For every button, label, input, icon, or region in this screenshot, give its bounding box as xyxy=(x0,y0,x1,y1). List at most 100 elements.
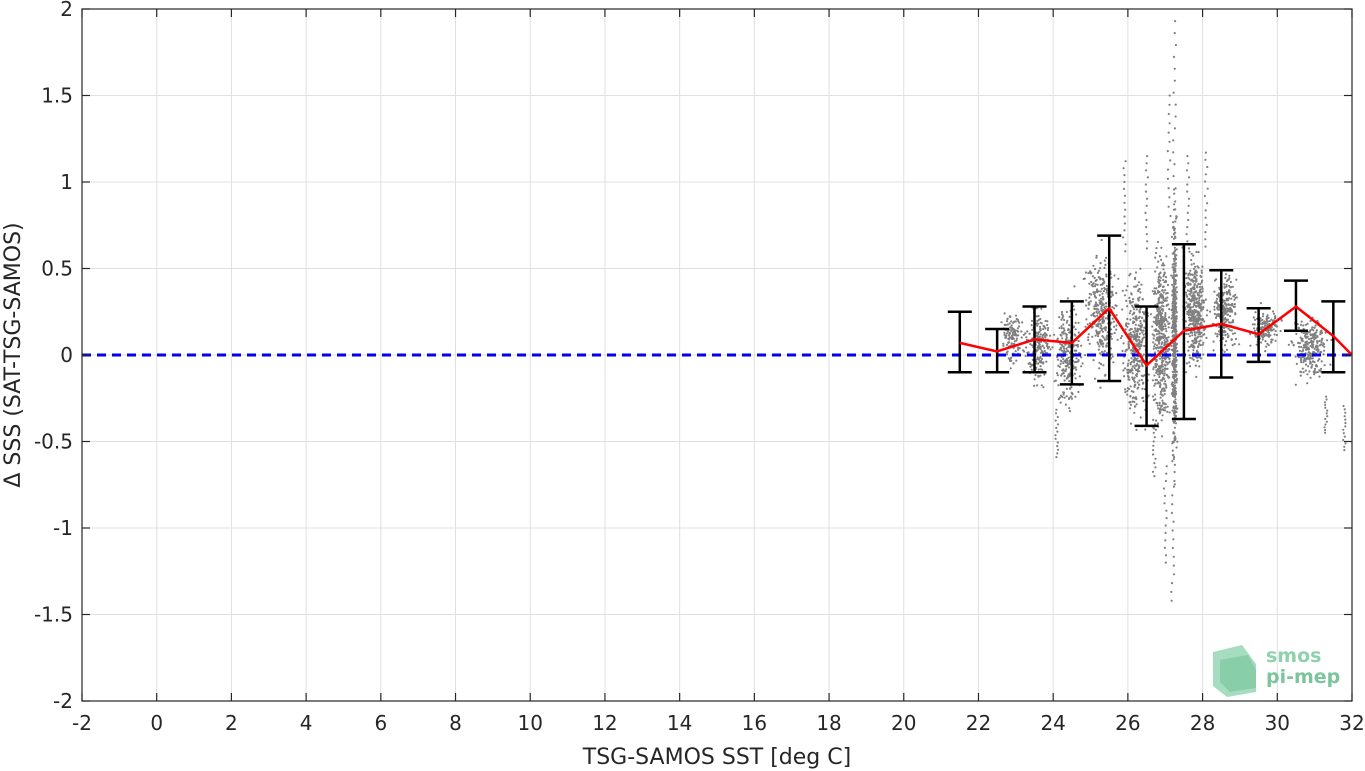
scatter-point xyxy=(1173,302,1176,305)
scatter-point xyxy=(1102,345,1105,348)
scatter-point xyxy=(1058,326,1061,330)
scatter-point xyxy=(1155,369,1158,372)
scatter-point xyxy=(1056,415,1059,419)
scatter-point xyxy=(1188,335,1191,338)
scatter-point xyxy=(1309,319,1312,323)
scatter-point xyxy=(1201,290,1204,293)
scatter-point xyxy=(1145,162,1148,165)
x-tick-label: 16 xyxy=(742,711,767,735)
scatter-point xyxy=(1123,294,1127,297)
scatter-point xyxy=(1217,313,1220,316)
scatter-point xyxy=(1168,94,1171,97)
scatter-point xyxy=(1062,351,1065,354)
scatter-point xyxy=(1189,331,1192,334)
scatter-point xyxy=(1298,349,1301,352)
scatter-point xyxy=(1164,367,1167,370)
scatter-point xyxy=(1075,360,1078,364)
scatter-point xyxy=(1232,321,1235,324)
scatter-point xyxy=(1172,350,1175,353)
scatter-point xyxy=(1165,292,1168,295)
scatter-point xyxy=(1160,332,1163,335)
scatter-point xyxy=(1113,331,1116,335)
scatter-point xyxy=(1223,283,1226,286)
scatter-point xyxy=(1172,237,1176,240)
scatter-point xyxy=(1080,344,1083,347)
scatter-point xyxy=(1066,364,1069,367)
scatter-point xyxy=(1124,388,1127,391)
scatter-point xyxy=(1173,229,1176,232)
scatter-point xyxy=(1226,336,1229,339)
scatter-point xyxy=(1159,411,1162,414)
scatter-point xyxy=(1342,438,1345,442)
scatter-point xyxy=(1054,412,1058,415)
scatter-point xyxy=(1202,299,1205,302)
scatter-point xyxy=(1072,325,1076,328)
scatter-point xyxy=(1187,332,1190,336)
scatter-point xyxy=(1161,325,1164,329)
scatter-point xyxy=(1216,335,1219,338)
scatter-point xyxy=(1068,396,1071,399)
scatter-point xyxy=(1154,251,1158,255)
scatter-point xyxy=(1134,271,1138,274)
scatter-point xyxy=(1127,362,1130,365)
scatter-point xyxy=(1161,363,1164,366)
scatter-point xyxy=(1229,293,1232,296)
scatter-point xyxy=(1186,289,1189,292)
scatter-point xyxy=(1224,334,1227,337)
scatter-point xyxy=(1173,463,1176,466)
scatter-point xyxy=(1307,365,1310,368)
scatter-point xyxy=(1216,294,1219,297)
scatter-point xyxy=(1044,336,1047,339)
scatter-point xyxy=(1191,334,1194,337)
scatter-point xyxy=(1212,349,1215,352)
scatter-point xyxy=(1161,361,1164,364)
scatter-point xyxy=(1077,331,1080,334)
scatter-point xyxy=(1313,335,1316,338)
scatter-point xyxy=(1323,345,1326,348)
scatter-point xyxy=(1122,167,1125,170)
scatter-point xyxy=(1174,398,1177,401)
scatter-point xyxy=(1133,285,1136,288)
scatter-point xyxy=(1132,361,1136,364)
scatter-point xyxy=(1209,310,1212,313)
scatter-point xyxy=(1153,287,1156,290)
scatter-point xyxy=(1206,165,1209,169)
scatter-point xyxy=(1095,307,1098,311)
scatter-point xyxy=(1172,347,1175,350)
scatter-point xyxy=(1171,226,1175,229)
scatter-point xyxy=(1137,324,1140,327)
scatter-point xyxy=(1133,366,1136,370)
scatter-point xyxy=(1174,330,1177,333)
scatter-point xyxy=(1172,55,1176,59)
scatter-point xyxy=(1056,430,1059,433)
x-tick-label: 32 xyxy=(1339,711,1364,735)
scatter-point xyxy=(1172,271,1175,274)
scatter-point xyxy=(1039,355,1042,358)
scatter-point xyxy=(1167,361,1170,364)
scatter-point xyxy=(1093,305,1096,308)
scatter-point xyxy=(1011,333,1014,337)
scatter-point xyxy=(1135,343,1138,346)
scatter-point xyxy=(1060,343,1063,346)
scatter-point xyxy=(1087,301,1090,304)
scatter-point xyxy=(1015,359,1018,362)
scatter-point xyxy=(1173,470,1176,474)
scatter-point xyxy=(1165,509,1168,512)
scatter-point xyxy=(1300,361,1303,364)
scatter-point xyxy=(1073,349,1076,352)
scatter-point xyxy=(1068,331,1071,334)
scatter-point xyxy=(1304,369,1307,372)
scatter-point xyxy=(1188,354,1191,357)
scatter-point xyxy=(1161,317,1164,320)
scatter-point xyxy=(1162,262,1165,265)
scatter-point xyxy=(1101,327,1104,330)
scatter-point xyxy=(1174,200,1177,203)
scatter-point xyxy=(1254,311,1257,314)
scatter-point xyxy=(1322,343,1325,346)
scatter-point xyxy=(1129,370,1132,374)
scatter-point xyxy=(1173,192,1176,195)
scatter-point xyxy=(1101,295,1104,298)
scatter-point xyxy=(1313,351,1316,354)
scatter-point xyxy=(1163,374,1166,377)
